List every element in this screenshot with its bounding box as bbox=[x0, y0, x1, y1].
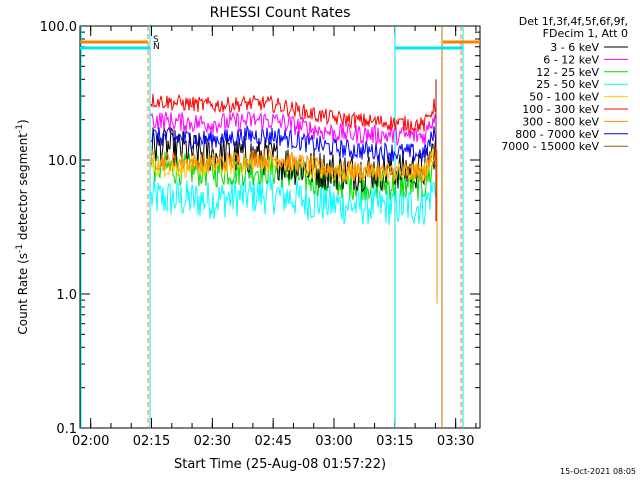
legend-label: 50 - 100 keV bbox=[529, 91, 599, 104]
legend-label: 3 - 6 keV bbox=[550, 41, 599, 54]
x-tick-label: 03:00 bbox=[315, 434, 352, 449]
flag-s-label: S bbox=[153, 35, 159, 45]
chart-title: RHESSI Count Rates bbox=[210, 5, 351, 21]
chart-marks: 02:00 02:15 02:30 02:45 03:00 03:15 03:30 0.1 1.… bbox=[40, 20, 628, 449]
y-axis-label-sup1: -1 bbox=[15, 244, 25, 253]
legend-label: 6 - 12 keV bbox=[543, 53, 599, 66]
x-axis-label: Start Time (25-Aug-08 01:57:22) bbox=[174, 457, 386, 472]
legend-label: 100 - 300 keV bbox=[522, 103, 599, 116]
series-line bbox=[150, 174, 437, 226]
flag-n-label: N bbox=[153, 42, 160, 52]
plot-frame bbox=[79, 25, 481, 429]
x-tick-label: 03:15 bbox=[376, 434, 413, 449]
y-tick-label: 0.1 bbox=[56, 422, 77, 437]
legend-header-line-1: Det 1f,3f,4f,5f,6f,9f, bbox=[519, 15, 628, 28]
series-line bbox=[150, 111, 437, 146]
series-line bbox=[150, 147, 437, 183]
legend-header-line-2: FDecim 1, Att 0 bbox=[543, 27, 628, 40]
series-line bbox=[150, 93, 437, 133]
timestamp: 15-Oct-2021 08:05 bbox=[560, 467, 636, 476]
x-tick-label: 02:45 bbox=[254, 434, 291, 449]
legend-label: 300 - 800 keV bbox=[522, 115, 599, 128]
y-tick-label: 100.0 bbox=[40, 20, 77, 35]
x-tick-label: 03:30 bbox=[437, 434, 474, 449]
series-line bbox=[150, 124, 437, 164]
y-axis-label-mid: detector segment bbox=[16, 133, 30, 244]
legend-label: 7000 - 15000 keV bbox=[501, 140, 599, 153]
x-tick-label: 02:30 bbox=[194, 434, 231, 449]
y-axis-label-end: ) bbox=[16, 119, 30, 124]
series-line bbox=[150, 150, 437, 201]
y-axis-label: Count Rate (s-1 detector segment-1) bbox=[15, 119, 30, 334]
legend-label: 25 - 50 keV bbox=[536, 78, 599, 91]
x-tick-label: 02:15 bbox=[133, 434, 170, 449]
y-tick-label: 10.0 bbox=[48, 154, 77, 169]
legend-label: 800 - 7000 keV bbox=[515, 128, 599, 141]
x-tick-label: 02:00 bbox=[72, 434, 109, 449]
y-axis-label-sup2: -1 bbox=[15, 124, 25, 133]
y-tick-label: 1.0 bbox=[56, 288, 77, 303]
legend-label: 12 - 25 keV bbox=[536, 66, 599, 79]
y-axis-label-main: Count Rate (s bbox=[16, 253, 30, 335]
